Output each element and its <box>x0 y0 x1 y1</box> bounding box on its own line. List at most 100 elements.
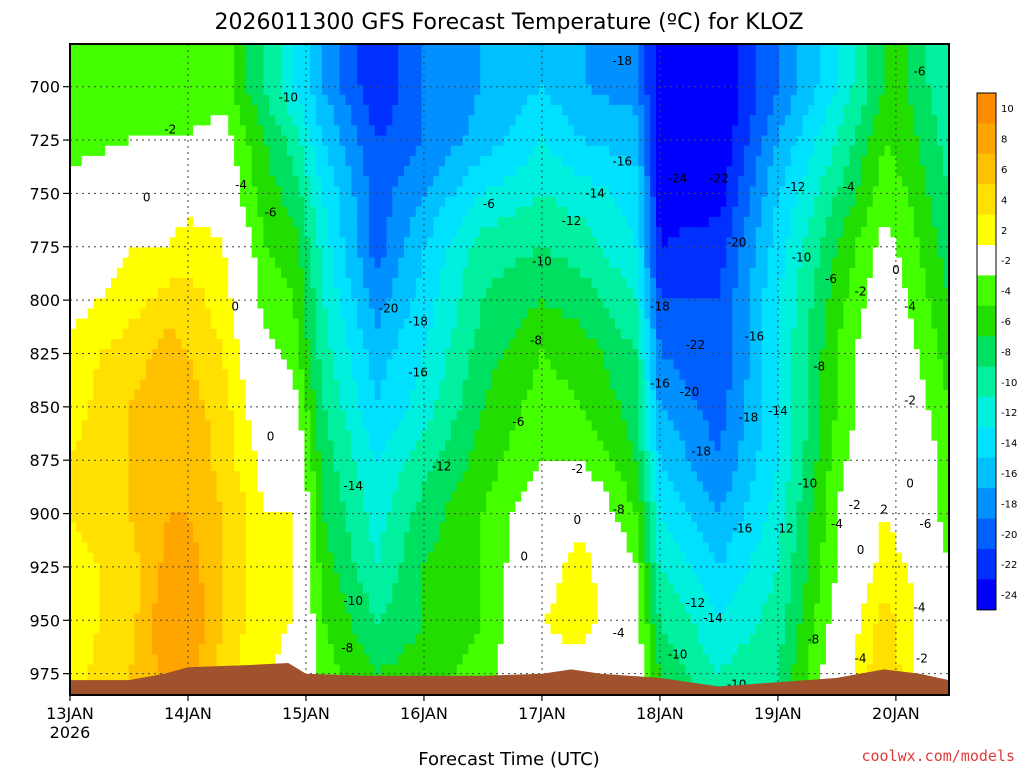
heatmap-cell <box>433 247 439 258</box>
heatmap-cell <box>117 593 123 604</box>
heatmap-cell <box>492 583 498 594</box>
heatmap-cell <box>451 247 457 258</box>
heatmap-cell <box>404 278 410 289</box>
heatmap-cell <box>175 410 181 421</box>
heatmap-cell <box>134 186 140 197</box>
heatmap-cell <box>269 359 275 370</box>
heatmap-cell <box>140 461 146 472</box>
heatmap-cell <box>140 95 146 106</box>
heatmap-cell <box>299 95 305 106</box>
heatmap-cell <box>199 227 205 238</box>
heatmap-cell <box>351 75 357 86</box>
heatmap-cell <box>240 583 246 594</box>
heatmap-cell <box>457 258 463 269</box>
heatmap-cell <box>269 247 275 258</box>
heatmap-cell <box>299 420 305 431</box>
heatmap-cell <box>93 54 99 65</box>
heatmap-cell <box>275 339 281 350</box>
heatmap-cell <box>199 522 205 533</box>
heatmap-cell <box>93 166 99 177</box>
heatmap-cell <box>164 441 170 452</box>
heatmap-cell <box>521 624 527 635</box>
heatmap-cell <box>381 431 387 442</box>
heatmap-cell <box>211 298 217 309</box>
heatmap-cell <box>263 247 269 258</box>
heatmap-cell <box>445 278 451 289</box>
heatmap-cell <box>386 339 392 350</box>
heatmap-cell <box>222 278 228 289</box>
heatmap-cell <box>158 278 164 289</box>
heatmap-cell <box>322 471 328 482</box>
heatmap-cell <box>492 227 498 238</box>
heatmap-cell <box>146 553 152 564</box>
heatmap-cell <box>515 125 521 136</box>
heatmap-cell <box>158 390 164 401</box>
heatmap-cell <box>258 329 264 340</box>
heatmap-cell <box>88 156 94 167</box>
heatmap-cell <box>111 441 117 452</box>
heatmap-cell <box>99 176 105 187</box>
heatmap-cell <box>199 471 205 482</box>
heatmap-cell <box>164 390 170 401</box>
heatmap-cell <box>492 654 498 665</box>
heatmap-cell <box>175 197 181 208</box>
heatmap-cell <box>351 258 357 269</box>
heatmap-cell <box>140 441 146 452</box>
heatmap-cell <box>486 64 492 75</box>
heatmap-cell <box>351 380 357 391</box>
heatmap-cell <box>486 644 492 655</box>
heatmap-cell <box>345 319 351 330</box>
heatmap-cell <box>392 258 398 269</box>
heatmap-cell <box>369 268 375 279</box>
heatmap-cell <box>515 563 521 574</box>
heatmap-cell <box>498 593 504 604</box>
heatmap-cell <box>410 614 416 625</box>
heatmap-cell <box>474 227 480 238</box>
heatmap-cell <box>99 644 105 655</box>
heatmap-cell <box>199 349 205 360</box>
heatmap-cell <box>439 420 445 431</box>
heatmap-cell <box>510 441 516 452</box>
heatmap-cell <box>451 75 457 86</box>
heatmap-cell <box>492 522 498 533</box>
heatmap-cell <box>340 186 346 197</box>
heatmap-cell <box>152 64 158 75</box>
heatmap-cell <box>222 593 228 604</box>
heatmap-cell <box>234 146 240 157</box>
heatmap-cell <box>345 125 351 136</box>
heatmap-cell <box>521 614 527 625</box>
heatmap-cell <box>322 349 328 360</box>
heatmap-cell <box>152 308 158 319</box>
heatmap-cell <box>340 227 346 238</box>
heatmap-cell <box>310 227 316 238</box>
heatmap-cell <box>369 197 375 208</box>
heatmap-cell <box>322 522 328 533</box>
heatmap-cell <box>357 410 363 421</box>
heatmap-cell <box>463 481 469 492</box>
heatmap-cell <box>222 603 228 614</box>
heatmap-cell <box>105 319 111 330</box>
heatmap-cell <box>193 644 199 655</box>
heatmap-cell <box>258 370 264 381</box>
heatmap-cell <box>252 410 258 421</box>
heatmap-cell <box>252 308 258 319</box>
heatmap-cell <box>240 492 246 503</box>
heatmap-cell <box>463 593 469 604</box>
heatmap-cell <box>299 258 305 269</box>
heatmap-cell <box>99 654 105 665</box>
heatmap-cell <box>222 146 228 157</box>
heatmap-cell <box>363 237 369 248</box>
heatmap-cell <box>146 563 152 574</box>
heatmap-cell <box>521 64 527 75</box>
heatmap-cell <box>381 614 387 625</box>
heatmap-cell <box>422 329 428 340</box>
heatmap-cell <box>392 410 398 421</box>
heatmap-cell <box>211 125 217 136</box>
heatmap-cell <box>515 593 521 604</box>
heatmap-cell <box>310 268 316 279</box>
heatmap-cell <box>381 268 387 279</box>
heatmap-cell <box>240 370 246 381</box>
heatmap-cell <box>345 522 351 533</box>
heatmap-cell <box>269 492 275 503</box>
heatmap-cell <box>381 95 387 106</box>
